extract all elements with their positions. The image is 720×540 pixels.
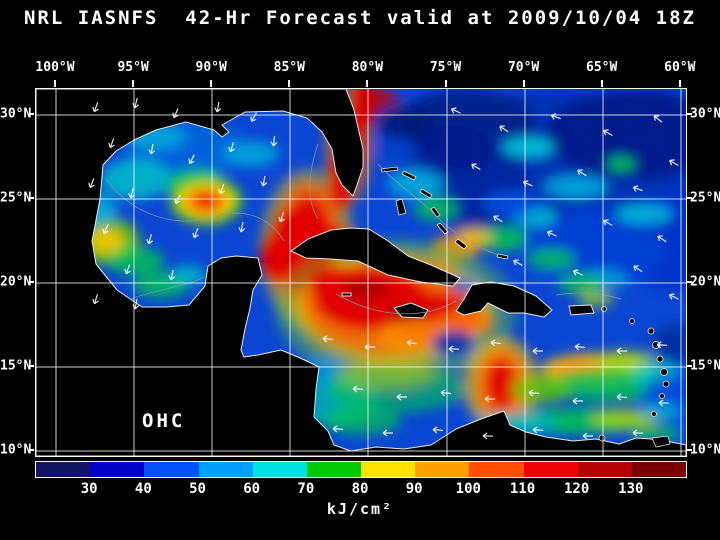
colorbar-tick-label: 130 xyxy=(618,481,644,497)
colorbar-tick-label: 70 xyxy=(297,481,315,497)
lat-tick-mark xyxy=(687,365,692,367)
map-canvas: OHC xyxy=(36,89,686,456)
lon-tick-label: 85°W xyxy=(273,60,305,75)
colorbar-tick-label: 60 xyxy=(243,481,261,497)
colorbar-tick-label: 100 xyxy=(455,481,481,497)
lat-tick-mark xyxy=(687,197,692,199)
lat-tick-label-right: 20°N xyxy=(690,274,720,290)
lon-tick-mark xyxy=(522,80,525,87)
lat-tick-label-left: 15°N xyxy=(0,358,32,374)
lon-tick-mark xyxy=(600,80,603,87)
lat-tick-label-left: 30°N xyxy=(0,106,32,122)
islands-lesser-antilles xyxy=(598,306,671,448)
colorbar-ticks: 30 40 50 60 70 80 90 100 110 120 130 xyxy=(35,481,685,498)
lat-tick-mark xyxy=(29,197,34,199)
lon-tick-label: 65°W xyxy=(586,60,618,75)
land-north-central-america xyxy=(36,89,686,456)
lat-tick-mark xyxy=(687,281,692,283)
lat-tick-label-right: 10°N xyxy=(690,442,720,458)
lon-tick-mark xyxy=(288,80,291,87)
colorbar-segment xyxy=(415,462,470,477)
island-cuba xyxy=(290,227,461,287)
colorbar-units-label: kJ/cm² xyxy=(326,500,394,518)
lat-tick-mark xyxy=(29,113,34,115)
lon-tick-label: 70°W xyxy=(507,60,540,75)
colorbar-tick-label: 50 xyxy=(189,481,206,497)
colorbar-segment xyxy=(90,462,145,477)
ohc-label: OHC xyxy=(142,410,185,432)
lon-tick-label: 60°W xyxy=(664,60,696,75)
colorbar-segment xyxy=(631,462,687,477)
lon-axis: 100°W 95°W 90°W 85°W 80°W 75°W 70°W 65°W 60°W xyxy=(0,60,720,88)
lon-tick-mark xyxy=(132,80,135,87)
lon-tick-mark xyxy=(210,80,213,87)
colorbar-tick-label: 90 xyxy=(405,481,423,497)
lat-tick-mark xyxy=(29,449,34,451)
lat-tick-mark xyxy=(687,113,692,115)
lon-tick-label: 75°W xyxy=(429,60,462,75)
lon-tick-mark xyxy=(678,80,681,87)
lat-tick-mark xyxy=(687,449,692,451)
coastlines xyxy=(36,89,686,456)
lat-tick-label-left: 25°N xyxy=(0,190,32,206)
bathymetry-contours xyxy=(105,143,622,315)
lat-tick-mark xyxy=(29,281,34,283)
colorbar-tick-label: 30 xyxy=(80,481,98,497)
colorbar-segment xyxy=(469,462,524,477)
colorbar-tick-label: 40 xyxy=(134,481,152,497)
island-jamaica xyxy=(393,302,429,319)
lon-tick-label: 80°W xyxy=(351,60,384,75)
lon-tick-mark xyxy=(54,80,56,87)
lat-tick-mark xyxy=(29,365,34,367)
colorbar-segment xyxy=(252,462,307,477)
figure-title: NRL IASNFS 42-Hr Forecast valid at 2009/… xyxy=(24,7,696,29)
lon-tick-mark xyxy=(366,80,369,87)
colorbar-segment xyxy=(306,462,362,477)
colorbar-segment xyxy=(144,462,199,477)
lat-tick-label-right: 25°N xyxy=(690,190,720,206)
island-hispaniola xyxy=(455,281,553,318)
colorbar-segment xyxy=(523,462,578,477)
colorbar-segment xyxy=(577,462,632,477)
island-puerto-rico xyxy=(568,304,595,316)
lat-tick-label-right: 30°N xyxy=(690,106,720,122)
colorbar-tick-label: 80 xyxy=(351,481,369,497)
island-cayman xyxy=(341,292,352,297)
colorbar-segment xyxy=(36,462,91,477)
map-frame: OHC xyxy=(35,88,687,457)
colorbar xyxy=(35,461,687,478)
lon-tick-label: 95°W xyxy=(117,60,149,75)
colorbar-segment xyxy=(198,462,253,477)
lat-tick-label-right: 15°N xyxy=(690,358,720,374)
colorbar-tick-label: 110 xyxy=(509,481,536,497)
colorbar-tick-label: 120 xyxy=(564,481,590,497)
grid-lines xyxy=(36,89,686,456)
lat-tick-label-left: 20°N xyxy=(0,274,32,290)
colorbar-segment xyxy=(361,462,416,477)
lon-tick-label: 100°W xyxy=(35,60,75,75)
lat-tick-label-left: 10°N xyxy=(0,442,32,458)
lon-tick-mark xyxy=(444,80,447,87)
lon-tick-label: 90°W xyxy=(195,60,227,75)
